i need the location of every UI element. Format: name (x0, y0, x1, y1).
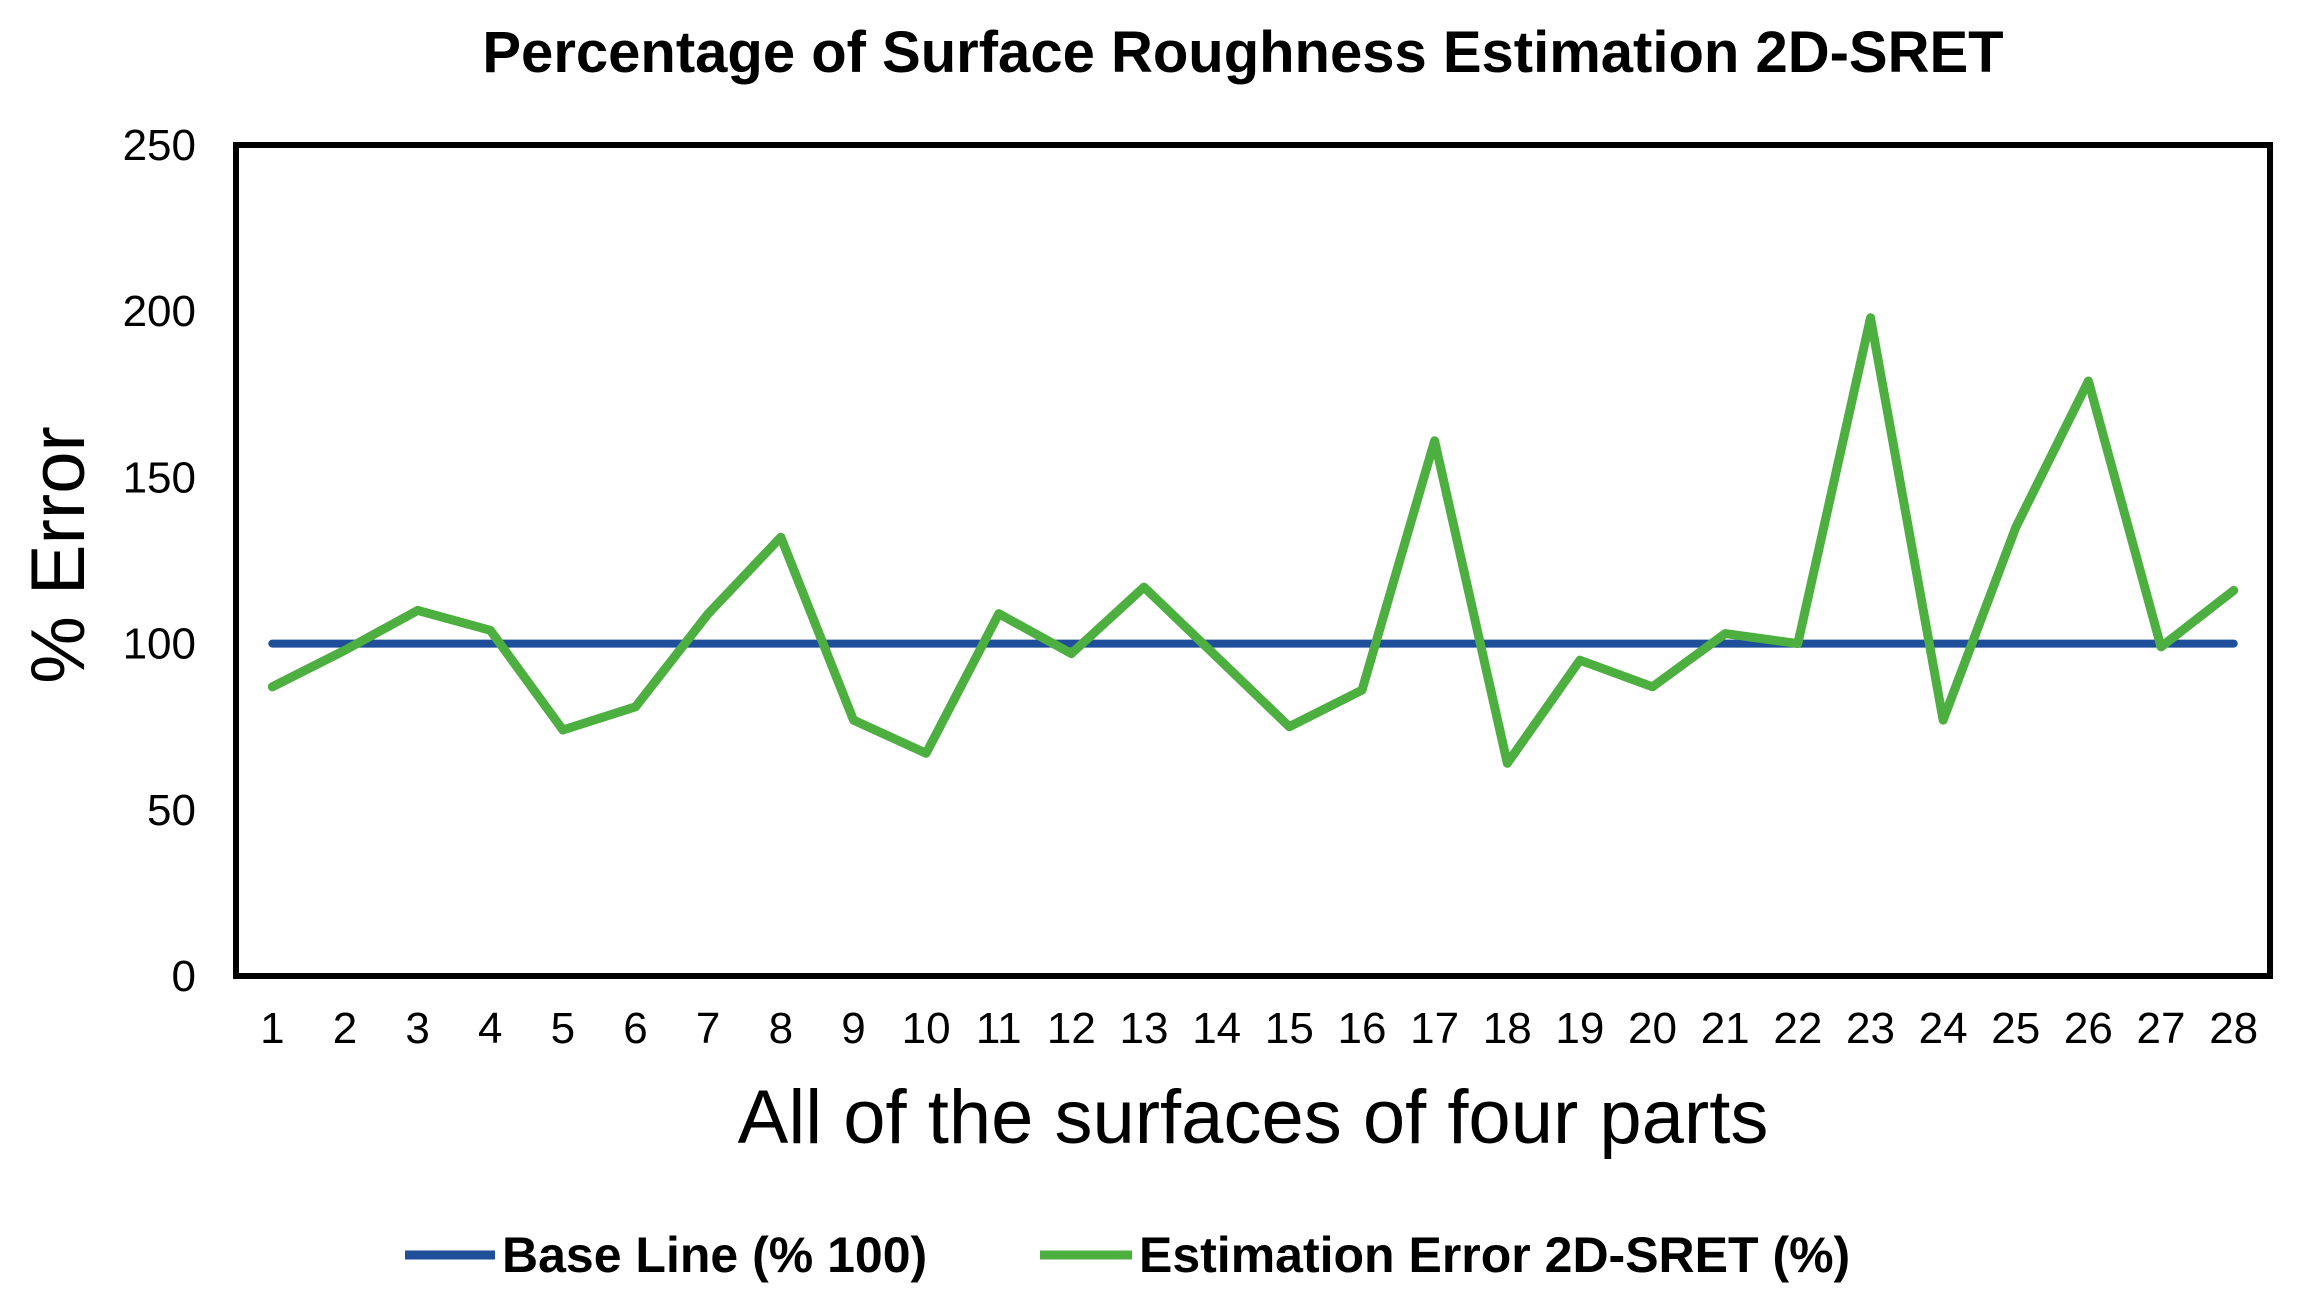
x-tick-label: 20 (1628, 1004, 1677, 1053)
x-tick-label: 8 (769, 1004, 793, 1053)
x-tick-label: 11 (976, 1004, 1022, 1053)
x-tick-label: 9 (841, 1004, 865, 1053)
x-tick-label: 5 (551, 1004, 575, 1053)
x-tick-label: 24 (1919, 1004, 1968, 1053)
x-tick-label: 6 (623, 1004, 647, 1053)
x-tick-label: 3 (405, 1004, 429, 1053)
y-tick-label: 150 (123, 453, 196, 502)
legend-label-1: Base Line (% 100) (502, 1227, 927, 1283)
y-tick-label: 50 (147, 786, 196, 835)
legend: Base Line (% 100) Estimation Error 2D-SRE… (405, 1227, 1850, 1283)
y-tick-label: 250 (123, 121, 196, 170)
chart-title: Percentage of Surface Roughness Estimati… (482, 20, 2003, 85)
y-tick-label: 0 (172, 952, 196, 1001)
x-tick-label: 22 (1773, 1004, 1822, 1053)
x-tick-label: 7 (696, 1004, 720, 1053)
x-tick-label: 27 (2137, 1004, 2186, 1053)
plot-frame (233, 142, 2273, 979)
x-tick-label: 12 (1047, 1004, 1096, 1053)
x-tick-label: 19 (1555, 1004, 1604, 1053)
legend-label-2: Estimation Error 2D-SRET (%) (1139, 1227, 1850, 1283)
x-tick-label: 18 (1483, 1004, 1532, 1053)
x-tick-label: 4 (478, 1004, 502, 1053)
x-tick-label: 1 (260, 1004, 284, 1053)
x-tick-label: 10 (902, 1004, 951, 1053)
y-tick-label: 200 (123, 287, 196, 336)
x-axis-label: All of the surfaces of four parts (738, 1075, 1769, 1160)
x-tick-label: 21 (1701, 1004, 1750, 1053)
x-tick-label: 14 (1192, 1004, 1241, 1053)
x-tick-label: 15 (1265, 1004, 1314, 1053)
x-tick-label: 13 (1120, 1004, 1169, 1053)
series-line-2 (267, 313, 2239, 768)
x-tick-label: 26 (2064, 1004, 2113, 1053)
x-tick-label: 23 (1846, 1004, 1895, 1053)
x-tick-label: 2 (333, 1004, 357, 1053)
y-axis-label: % Error (16, 426, 101, 684)
y-tick-label: 100 (123, 620, 196, 669)
x-tick-label: 16 (1337, 1004, 1386, 1053)
x-tick-label: 28 (2209, 1004, 2258, 1053)
x-tick-label: 25 (1991, 1004, 2040, 1053)
x-tick-label: 17 (1410, 1004, 1459, 1053)
